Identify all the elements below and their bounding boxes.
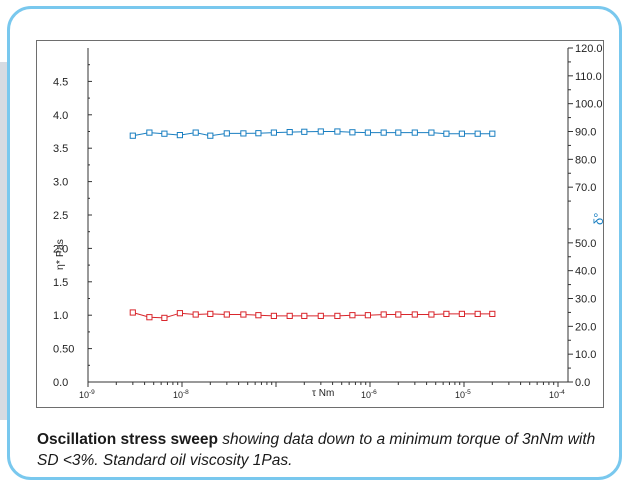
data-point: [458, 310, 465, 317]
data-point: [286, 129, 293, 136]
data-point: [207, 132, 214, 139]
data-point: [380, 129, 387, 136]
data-point: [349, 129, 356, 136]
data-point: [474, 310, 481, 317]
data-point: [240, 130, 247, 137]
x-tick-label: 10-9: [79, 389, 95, 400]
right-tick-label: 120.0: [575, 43, 603, 55]
data-point: [129, 309, 136, 316]
data-point: [176, 132, 184, 139]
left-axis-title: η* Pas: [54, 239, 66, 270]
right-tick-label: 40.0: [575, 266, 596, 278]
data-point: [411, 129, 418, 136]
data-point: [443, 310, 450, 317]
left-tick-label: 0.50: [53, 344, 74, 356]
data-point: [428, 129, 435, 136]
left-tick-label: 1.5: [53, 277, 68, 289]
left-tick-label: 3.5: [53, 143, 68, 155]
data-point: [443, 130, 450, 137]
data-point: [286, 312, 293, 319]
chart-frame: [36, 40, 604, 408]
data-point: [317, 312, 324, 319]
right-tick-label: 10.0: [575, 349, 596, 361]
data-point: [176, 310, 184, 317]
x-tick-label: 10-4: [549, 389, 565, 400]
data-point: [255, 130, 262, 137]
data-point: [349, 312, 356, 319]
left-tick-label: 1.0: [53, 310, 68, 322]
x-axis-title: τ Nm: [312, 388, 334, 399]
right-tick-label: 80.0: [575, 154, 596, 166]
data-point: [380, 311, 387, 318]
data-point: [489, 310, 496, 317]
x-tick-label: 10-5: [455, 389, 471, 400]
series-line: [132, 312, 493, 319]
data-point: [223, 130, 230, 137]
data-point: [301, 312, 308, 319]
right-tick-label: 20.0: [575, 321, 596, 333]
data-point: [301, 128, 308, 135]
right-axis-title: δ°: [591, 213, 606, 225]
data-point: [161, 314, 168, 321]
data-point: [255, 312, 262, 319]
data-point: [146, 129, 153, 136]
right-tick-label: 0.0: [575, 377, 590, 389]
data-point: [364, 129, 371, 136]
left-tick-label: 4.5: [53, 76, 68, 88]
data-point: [192, 129, 199, 136]
data-point: [411, 311, 418, 318]
right-tick-label: 90.0: [575, 127, 596, 139]
left-tick-label: 3.0: [53, 177, 68, 189]
data-point: [192, 311, 199, 318]
data-point: [223, 311, 230, 318]
x-tick-label: 10-8: [173, 389, 189, 400]
data-point: [395, 311, 402, 318]
series-line: [132, 131, 493, 137]
data-point: [458, 130, 465, 137]
data-point: [317, 128, 324, 135]
right-tick-label: 100.0: [575, 99, 603, 111]
left-tick-label: 2.5: [53, 210, 68, 222]
data-point: [270, 129, 277, 136]
right-tick-label: 30.0: [575, 294, 596, 306]
data-point: [334, 312, 341, 319]
data-point: [395, 129, 402, 136]
data-point: [364, 312, 371, 319]
data-point: [474, 130, 481, 137]
data-point: [240, 311, 247, 318]
x-tick-label: 10-6: [361, 389, 377, 400]
right-tick-label: 110.0: [575, 71, 602, 83]
caption-italic: showing data down to a minimum torque of…: [37, 431, 596, 469]
data-point: [146, 314, 153, 321]
right-tick-label: 50.0: [575, 238, 596, 250]
figure-caption: Oscillation stress sweep showing data do…: [37, 429, 607, 471]
data-point: [428, 311, 435, 318]
caption-bold: Oscillation stress sweep: [37, 431, 218, 448]
data-point: [270, 312, 277, 319]
right-tick-label: 70.0: [575, 182, 596, 194]
left-tick-label: 0.0: [53, 377, 68, 389]
data-point: [334, 128, 341, 135]
left-tick-label: 4.0: [53, 110, 68, 122]
data-point: [129, 132, 136, 139]
data-point: [161, 130, 168, 137]
data-point: [489, 130, 496, 137]
data-point: [207, 310, 214, 317]
left-tick-label: 2.0: [53, 243, 68, 255]
